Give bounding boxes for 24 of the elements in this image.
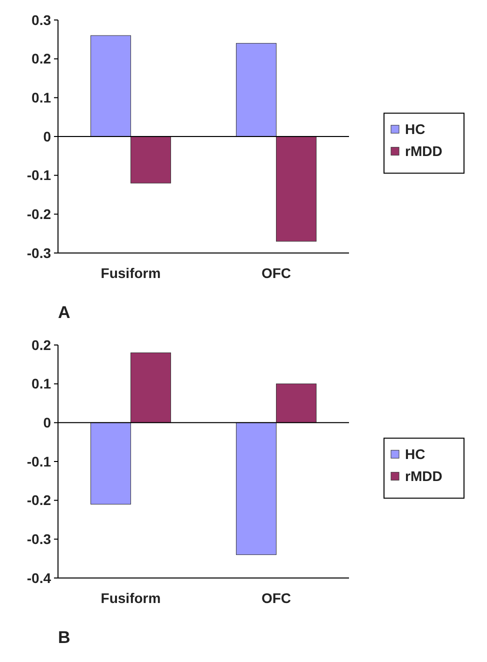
y-tick-label: -0.2 xyxy=(26,206,52,222)
x-tick-label: OFC xyxy=(261,590,292,606)
x-tick-label: OFC xyxy=(261,265,292,281)
y-tick-label: -0.1 xyxy=(26,453,52,470)
legend-label: HC xyxy=(405,121,426,138)
y-tick-label: -0.3 xyxy=(26,531,52,548)
y-tick-label: 0.3 xyxy=(32,12,52,28)
x-tick-label: Fusiform xyxy=(100,590,161,606)
y-tick-label: 0.1 xyxy=(32,90,52,106)
y-tick-label: 0 xyxy=(43,128,52,144)
y-tick-label: -0.3 xyxy=(26,244,52,261)
y-tick-label: 0.2 xyxy=(32,50,52,67)
y-tick-label: -0.4 xyxy=(26,570,52,586)
text: B xyxy=(58,628,70,647)
y-tick-label: 0.1 xyxy=(32,376,52,392)
legend-label: rMDD xyxy=(405,468,442,484)
legend-label: rMDD xyxy=(405,143,442,160)
x-tick-label: Fusiform xyxy=(100,265,161,281)
y-tick-label: -0.1 xyxy=(26,167,52,184)
y-tick-label: 0 xyxy=(43,414,52,431)
legend-label: HC xyxy=(405,446,426,462)
text: A xyxy=(58,303,70,322)
y-tick-label: 0.2 xyxy=(32,336,52,353)
y-tick-label: -0.2 xyxy=(26,492,52,508)
